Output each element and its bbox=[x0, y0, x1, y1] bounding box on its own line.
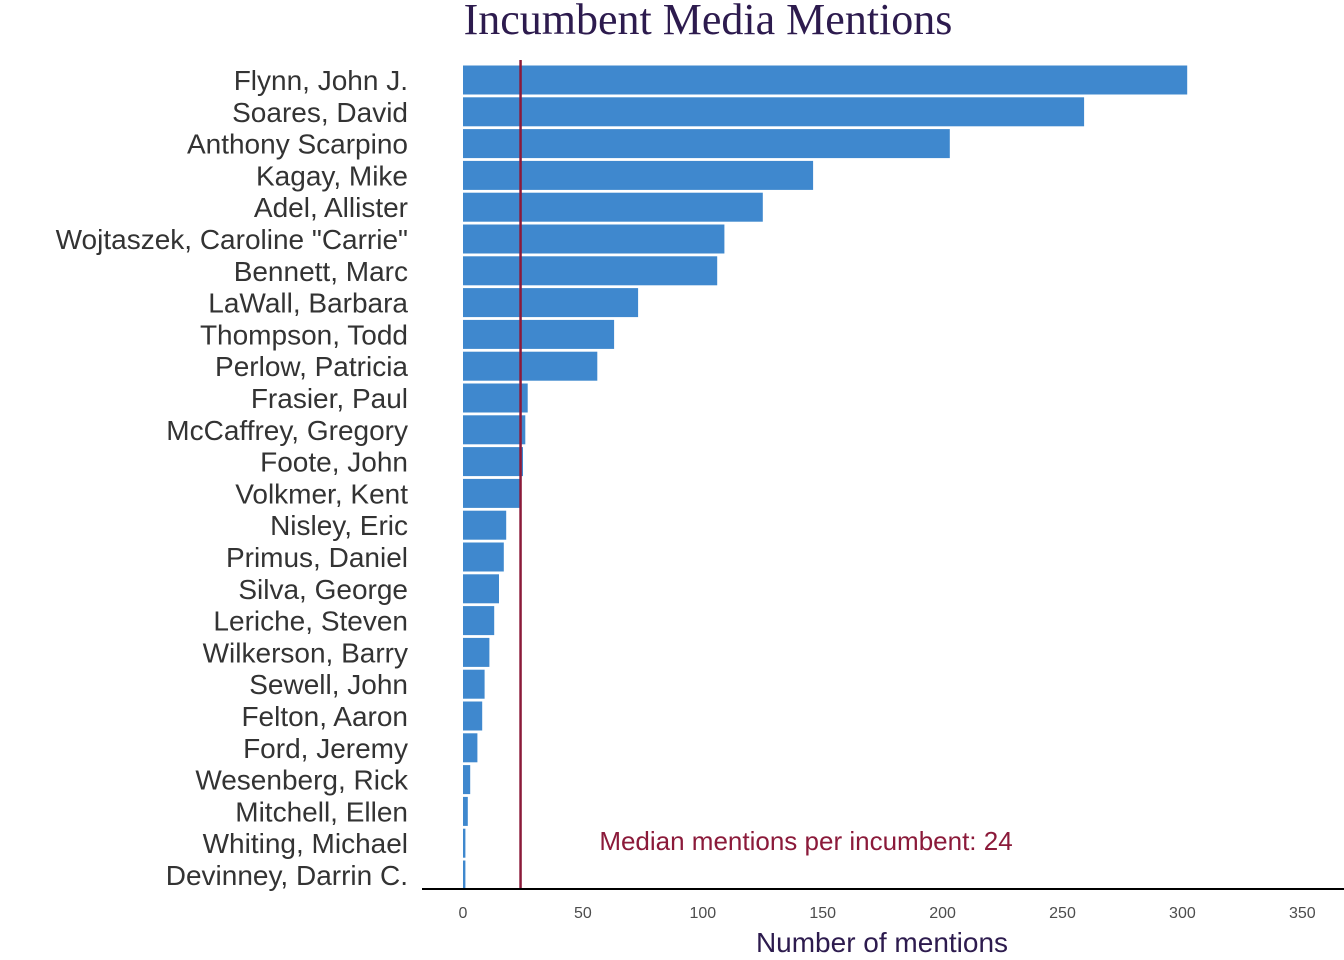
bar bbox=[463, 828, 466, 858]
category-label: Flynn, John J. bbox=[234, 65, 408, 96]
category-label: Soares, David bbox=[232, 97, 408, 128]
x-tick-label: 0 bbox=[459, 905, 468, 922]
x-tick-label: 250 bbox=[1049, 905, 1076, 922]
x-tick-label: 50 bbox=[574, 905, 592, 922]
bar bbox=[463, 574, 499, 604]
bar bbox=[463, 383, 528, 413]
bar bbox=[463, 97, 1085, 127]
bar bbox=[463, 637, 490, 667]
bar bbox=[463, 415, 526, 445]
category-label: Sewell, John bbox=[249, 669, 408, 700]
category-label: Ford, Jeremy bbox=[243, 733, 408, 764]
bar bbox=[463, 606, 495, 636]
bar bbox=[463, 860, 466, 890]
category-label: Primus, Daniel bbox=[226, 542, 408, 573]
chart-title: Incumbent Media Mentions bbox=[464, 0, 953, 44]
category-label: Thompson, Todd bbox=[200, 319, 408, 350]
category-label: Leriche, Steven bbox=[213, 606, 408, 637]
median-annotation: Median mentions per incumbent: 24 bbox=[599, 826, 1012, 856]
category-label: Foote, John bbox=[260, 447, 408, 478]
bar bbox=[463, 510, 507, 540]
category-label: McCaffrey, Gregory bbox=[166, 415, 408, 446]
category-label: Anthony Scarpino bbox=[187, 129, 408, 160]
category-label: Frasier, Paul bbox=[251, 383, 408, 414]
category-label: Mitchell, Ellen bbox=[235, 796, 408, 827]
category-label: Wojtaszek, Caroline "Carrie" bbox=[56, 224, 408, 255]
bar bbox=[463, 478, 521, 508]
category-label: Bennett, Marc bbox=[234, 256, 408, 287]
x-axis-label: Number of mentions bbox=[756, 927, 1008, 958]
x-axis-ticks-group: 0 50 100 150 200 250 300 350 bbox=[459, 905, 1316, 922]
x-tick-label: 100 bbox=[689, 905, 716, 922]
bar bbox=[463, 542, 504, 572]
bar bbox=[463, 224, 725, 254]
category-label: Whiting, Michael bbox=[203, 828, 408, 859]
bar bbox=[463, 288, 639, 318]
bar bbox=[463, 160, 814, 190]
category-label: LaWall, Barbara bbox=[208, 288, 408, 319]
category-label: Kagay, Mike bbox=[256, 160, 408, 191]
category-label: Felton, Aaron bbox=[241, 701, 408, 732]
bar bbox=[463, 192, 763, 222]
category-label: Volkmer, Kent bbox=[235, 478, 408, 509]
category-label: Devinney, Darrin C. bbox=[166, 860, 408, 891]
x-tick-label: 300 bbox=[1169, 905, 1196, 922]
bar bbox=[463, 796, 468, 826]
bar bbox=[463, 351, 598, 381]
bar bbox=[463, 65, 1188, 95]
bars-group bbox=[463, 65, 1188, 890]
bar bbox=[463, 319, 615, 349]
category-label: Perlow, Patricia bbox=[215, 351, 408, 382]
x-tick-label: 350 bbox=[1289, 905, 1316, 922]
category-label: Silva, George bbox=[238, 574, 408, 605]
x-tick-label: 200 bbox=[929, 905, 956, 922]
category-label: Adel, Allister bbox=[254, 192, 408, 223]
bar bbox=[463, 669, 485, 699]
category-label: Wesenberg, Rick bbox=[195, 765, 409, 796]
bar bbox=[463, 701, 483, 731]
bar bbox=[463, 447, 523, 477]
category-label: Nisley, Eric bbox=[270, 510, 408, 541]
bar bbox=[463, 733, 478, 763]
x-tick-label: 150 bbox=[809, 905, 836, 922]
bar bbox=[463, 256, 718, 286]
bar bbox=[463, 129, 950, 159]
bar bbox=[463, 765, 471, 795]
category-label: Wilkerson, Barry bbox=[203, 637, 408, 668]
